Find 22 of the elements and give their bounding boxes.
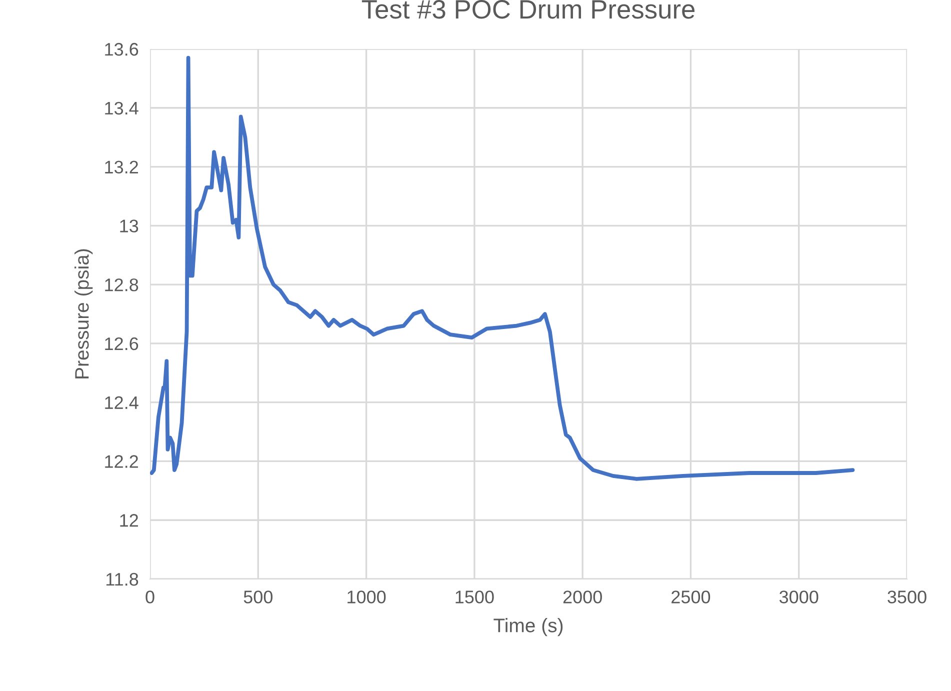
chart-title: Test #3 POC Drum Pressure — [362, 0, 695, 19]
y-tick-label: 11.8 — [106, 572, 138, 586]
x-axis-title: Time (s) — [494, 618, 563, 636]
x-tick-label: 1000 — [348, 590, 386, 604]
y-tick-label: 12.2 — [105, 455, 138, 468]
y-tick-label: 13 — [120, 220, 138, 232]
x-tick-label: 2000 — [563, 590, 602, 604]
y-tick-label: 13.4 — [105, 102, 138, 115]
x-tick-label: 3500 — [888, 590, 926, 604]
y-tick-label: 12.4 — [105, 396, 138, 409]
y-axis-title: Pressure (psia) — [74, 249, 93, 378]
x-tick-label: 1500 — [456, 590, 494, 604]
y-tick-label: 12.6 — [105, 337, 138, 350]
x-tick-label: 3000 — [779, 590, 818, 604]
line-series — [150, 56, 855, 481]
y-tick-label: 12.8 — [105, 278, 138, 292]
x-tick-label: 500 — [244, 590, 272, 604]
y-tick-label: 13.6 — [105, 42, 138, 56]
x-tick-label: 0 — [146, 590, 154, 604]
y-tick-label: 12 — [120, 514, 138, 527]
y-tick-label: 13.2 — [105, 160, 138, 174]
x-tick-label: 2500 — [672, 590, 710, 604]
